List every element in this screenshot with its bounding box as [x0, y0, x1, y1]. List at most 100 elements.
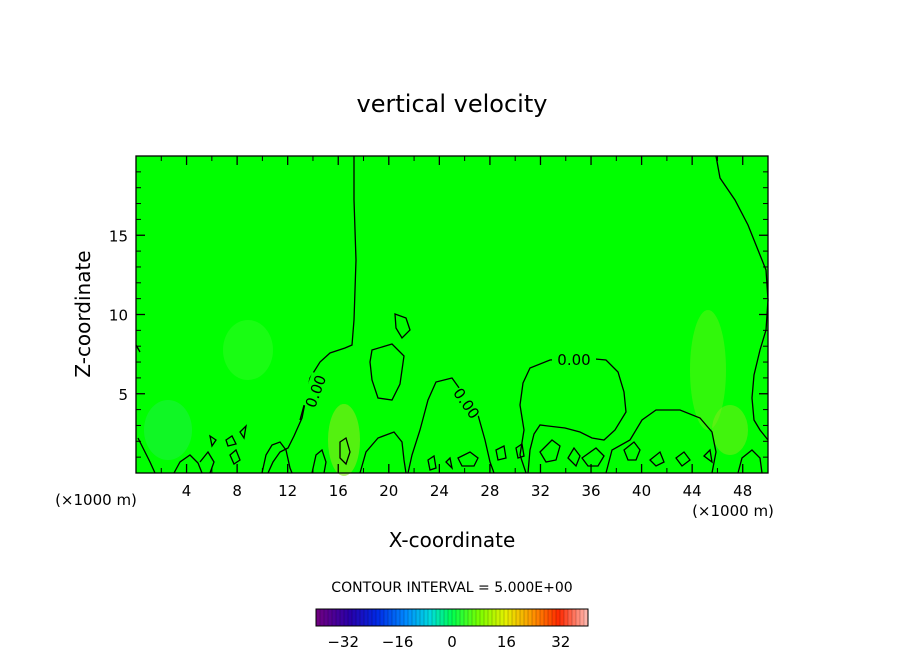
colorbar-cell [412, 609, 417, 626]
colorbar-cell [556, 609, 561, 626]
colorbar-cell [488, 609, 493, 626]
colorbar-cell [376, 609, 381, 626]
colorbar-cell [396, 609, 401, 626]
colorbar-cell [492, 609, 497, 626]
colorbar-cell [508, 609, 513, 626]
contour-label-right: 0.00 [557, 351, 590, 369]
colorbar-cell [332, 609, 337, 626]
colorbar-cell [572, 609, 577, 626]
colorbar-cell [420, 609, 425, 626]
colorbar-tick-label: 0 [447, 633, 457, 651]
colorbar-cell [516, 609, 521, 626]
y-axis-ticks: 5 10 15 [109, 171, 768, 458]
colorbar-cell [384, 609, 389, 626]
colorbar-cell [404, 609, 409, 626]
colorbar-cell [324, 609, 329, 626]
x-tick-label: 44 [683, 482, 702, 500]
x-axis-ticks: 4 8 12 16 20 24 28 32 36 40 44 48 [160, 156, 752, 500]
x-unit-left: (×1000 m) [55, 491, 137, 509]
colorbar-cell [444, 609, 449, 626]
colorbar-cell [456, 609, 461, 626]
colorbar-cell [436, 609, 441, 626]
colorbar-cell [400, 609, 405, 626]
colorbar-ticks: −32 −16 0 16 32 [327, 633, 570, 651]
colorbar-cell [352, 609, 357, 626]
colorbar-cell [584, 609, 589, 626]
colorbar-cell [316, 609, 321, 626]
y-tick-label: 5 [118, 386, 128, 404]
colorbar-cell [540, 609, 545, 626]
colorbar-cell [340, 609, 345, 626]
colorbar-tick-label: 32 [551, 633, 570, 651]
colorbar-cell [424, 609, 429, 626]
zero-contours [135, 155, 769, 474]
colorbar-cell [388, 609, 393, 626]
colorbar-cell [356, 609, 361, 626]
y-axis-label: Z-coordinate [71, 250, 95, 377]
colorbar-cell [416, 609, 421, 626]
x-tick-label: 32 [531, 482, 550, 500]
x-tick-label: 12 [278, 482, 297, 500]
colorbar-cell [544, 609, 549, 626]
y-tick-label: 10 [109, 307, 128, 325]
colorbar-cell [496, 609, 501, 626]
colorbar-cell [476, 609, 481, 626]
colorbar-cell [520, 609, 525, 626]
colorbar-frame [315, 608, 589, 627]
colorbar-cell [364, 609, 369, 626]
colorbar-cell [552, 609, 557, 626]
colorbar-cell [372, 609, 377, 626]
colorbar-cell [360, 609, 365, 626]
x-tick-label: 8 [232, 482, 242, 500]
colorbar-cell [564, 609, 569, 626]
colorbar-tick-label: 16 [497, 633, 516, 651]
colorbar-cell [432, 609, 437, 626]
colorbar-cell [428, 609, 433, 626]
colorbar-cell [336, 609, 341, 626]
colorbar [315, 609, 589, 626]
colorbar-tick-label: −32 [327, 633, 359, 651]
x-unit-right: (×1000 m) [692, 502, 774, 520]
colorbar-tick-label: −16 [382, 633, 414, 651]
colorbar-cell [512, 609, 517, 626]
colorbar-cell [368, 609, 373, 626]
x-tick-label: 24 [430, 482, 449, 500]
colorbar-cell [452, 609, 457, 626]
colorbar-cell [580, 609, 585, 626]
colorbar-cell [528, 609, 533, 626]
field-shading [144, 310, 748, 476]
x-tick-label: 4 [182, 482, 192, 500]
colorbar-cell [568, 609, 573, 626]
colorbar-cell [320, 609, 325, 626]
x-tick-label: 20 [379, 482, 398, 500]
colorbar-cell [548, 609, 553, 626]
colorbar-cell [380, 609, 385, 626]
colorbar-cell [532, 609, 537, 626]
x-axis-label: X-coordinate [389, 528, 516, 552]
colorbar-cell [344, 609, 349, 626]
colorbar-cell [348, 609, 353, 626]
contour-interval: CONTOUR INTERVAL = 5.000E+00 [331, 580, 572, 596]
colorbar-cell [560, 609, 565, 626]
colorbar-cell [328, 609, 333, 626]
colorbar-cell [408, 609, 413, 626]
colorbar-cell [504, 609, 509, 626]
x-tick-label: 28 [480, 482, 499, 500]
colorbar-cell [484, 609, 489, 626]
colorbar-cell [524, 609, 529, 626]
colorbar-cell [440, 609, 445, 626]
x-tick-label: 16 [329, 482, 348, 500]
y-tick-label: 15 [109, 227, 128, 245]
velocity-field [136, 156, 768, 473]
colorbar-cell [468, 609, 473, 626]
colorbar-cell [500, 609, 505, 626]
colorbar-cell [460, 609, 465, 626]
colorbar-cell [576, 609, 581, 626]
x-tick-label: 36 [581, 482, 600, 500]
x-tick-label: 48 [733, 482, 752, 500]
chart-title: vertical velocity [357, 90, 548, 118]
colorbar-cell [536, 609, 541, 626]
colorbar-cell [392, 609, 397, 626]
colorbar-cell [472, 609, 477, 626]
